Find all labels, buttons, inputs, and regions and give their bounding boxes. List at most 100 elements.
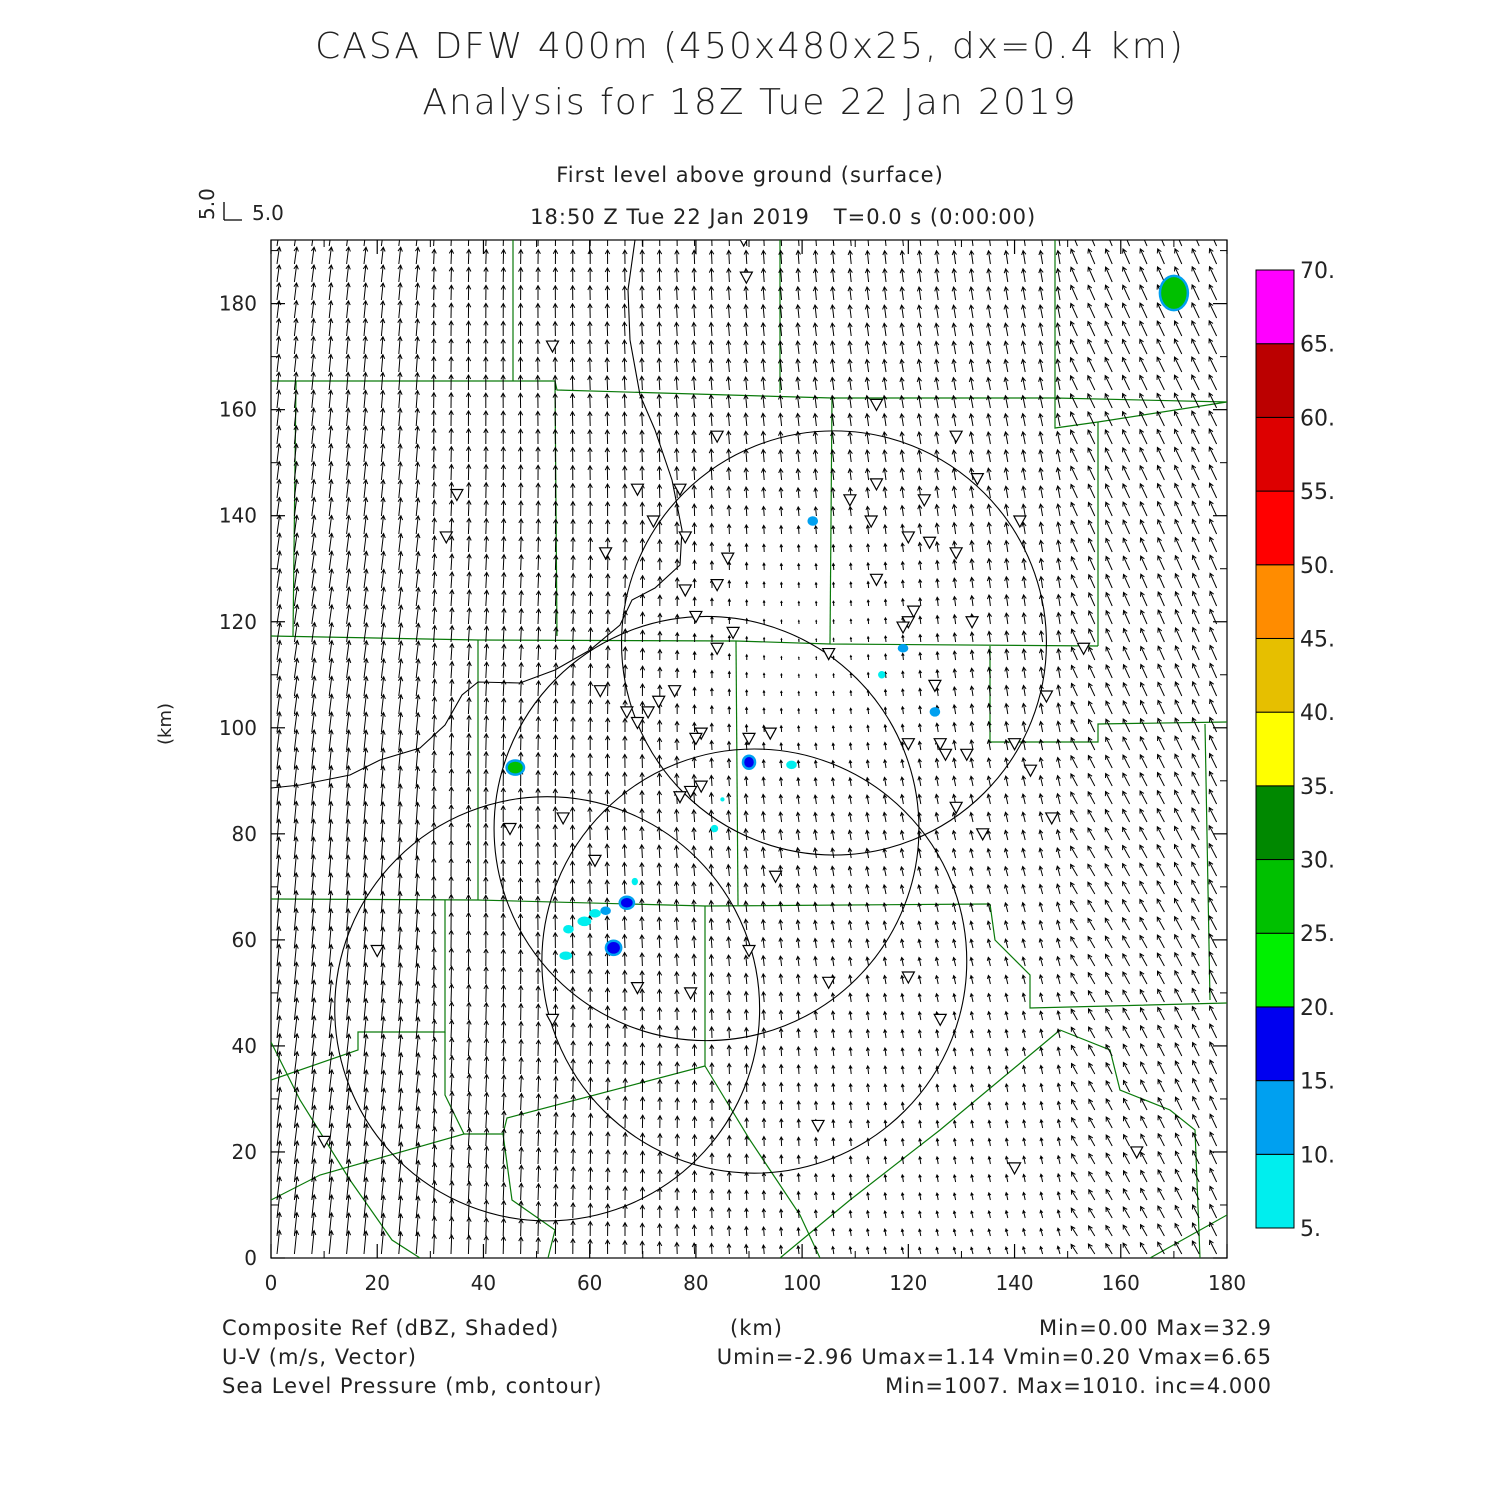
wind-vector — [397, 890, 403, 913]
wind-vector — [743, 249, 749, 265]
wind-vector — [569, 824, 576, 841]
wind-vector — [1038, 738, 1044, 751]
wind-vector — [448, 911, 454, 931]
wind-vector — [1156, 862, 1165, 877]
wind-vector — [761, 1244, 766, 1255]
wind-vector — [934, 883, 939, 895]
wind-vector — [465, 409, 472, 427]
wind-vector — [431, 1072, 438, 1093]
wind-vector — [483, 1234, 489, 1255]
wind-vector — [363, 693, 369, 715]
wind-vector — [517, 338, 524, 355]
wind-vector — [362, 371, 368, 391]
wind-vector — [883, 598, 888, 607]
wind-vector — [293, 281, 299, 301]
wind-vector — [1087, 772, 1096, 787]
wind-vector — [311, 514, 317, 535]
wind-vector — [501, 1199, 507, 1219]
wind-vector — [1174, 717, 1183, 733]
colorbar-label: 15. — [1300, 1070, 1335, 1095]
wind-vector — [500, 320, 506, 336]
wind-vector — [1139, 916, 1148, 931]
station-marker — [587, 854, 602, 868]
wind-vector — [1003, 430, 1009, 445]
wind-vector — [674, 649, 680, 660]
wind-vector — [1174, 879, 1183, 895]
wind-vector — [708, 303, 715, 319]
wind-vector — [1174, 663, 1183, 679]
wind-vector — [1192, 1077, 1200, 1093]
wind-vector — [952, 577, 958, 589]
wind-vector — [587, 248, 593, 264]
wind-vector — [345, 246, 351, 265]
wind-vector — [761, 810, 766, 823]
wind-vector — [622, 519, 628, 534]
county-boundary — [271, 900, 446, 1081]
wind-vector — [1192, 1095, 1200, 1111]
wind-vector — [1208, 337, 1218, 355]
wind-vector — [659, 240, 661, 247]
wind-vector — [899, 847, 905, 859]
wind-vector — [708, 917, 714, 931]
x-tick-label: 20 — [364, 1271, 389, 1295]
wind-vector — [952, 668, 957, 679]
wind-vector — [1122, 1079, 1131, 1093]
wind-vector — [554, 240, 556, 247]
wind-vector — [345, 836, 351, 859]
wind-vector — [483, 266, 489, 283]
wind-vector — [1123, 1115, 1131, 1129]
wind-vector — [1004, 1191, 1009, 1201]
x-tick-label: 80 — [683, 1271, 708, 1295]
wind-vector — [293, 746, 299, 769]
wind-vector — [327, 353, 334, 373]
wind-vector — [691, 429, 697, 445]
wind-vector — [743, 882, 749, 895]
wind-vector — [656, 375, 662, 391]
wind-vector — [328, 729, 334, 751]
wind-vector — [812, 430, 819, 445]
wind-vector — [969, 703, 975, 715]
wind-vector — [795, 412, 801, 427]
wind-vector — [449, 606, 455, 625]
wind-vector — [448, 1234, 455, 1255]
wind-vector — [1087, 845, 1096, 859]
wind-vector — [1020, 358, 1026, 373]
wind-vector — [951, 394, 957, 409]
wind-vector — [276, 496, 282, 517]
wind-vector — [518, 643, 524, 661]
wind-vector — [952, 613, 958, 625]
wind-vector — [1174, 554, 1183, 571]
wind-vector — [328, 1015, 334, 1039]
wind-vector — [622, 969, 628, 985]
wind-vector — [345, 317, 351, 337]
wind-vector — [760, 249, 767, 265]
wind-vector — [969, 757, 975, 769]
wind-vector — [830, 448, 836, 463]
wind-vector — [431, 355, 437, 373]
wind-vector — [1038, 557, 1044, 571]
wind-vector — [1174, 681, 1183, 697]
wind-vector — [275, 407, 282, 427]
wind-vector — [778, 936, 784, 949]
wind-vector — [328, 657, 334, 679]
wind-vector — [656, 988, 663, 1003]
wind-vector — [952, 1228, 957, 1237]
wind-vector — [380, 800, 386, 823]
station-marker — [869, 478, 884, 492]
wind-vector — [622, 267, 628, 283]
wind-vector — [656, 844, 662, 859]
wind-vector — [864, 376, 870, 391]
wind-vector — [605, 1149, 611, 1165]
wind-vector — [779, 759, 784, 769]
station-marker — [821, 647, 836, 661]
wind-vector — [622, 249, 628, 265]
wind-vector — [363, 711, 369, 733]
wind-vector — [970, 1083, 974, 1093]
wind-vector — [483, 409, 489, 427]
wind-label: U-V (m/s, Vector) — [222, 1345, 417, 1369]
wind-vector — [380, 747, 386, 769]
wind-vector — [760, 412, 766, 427]
colorbar-segment — [1255, 1080, 1295, 1155]
wind-vector — [621, 339, 628, 355]
wind-vector — [743, 845, 749, 859]
